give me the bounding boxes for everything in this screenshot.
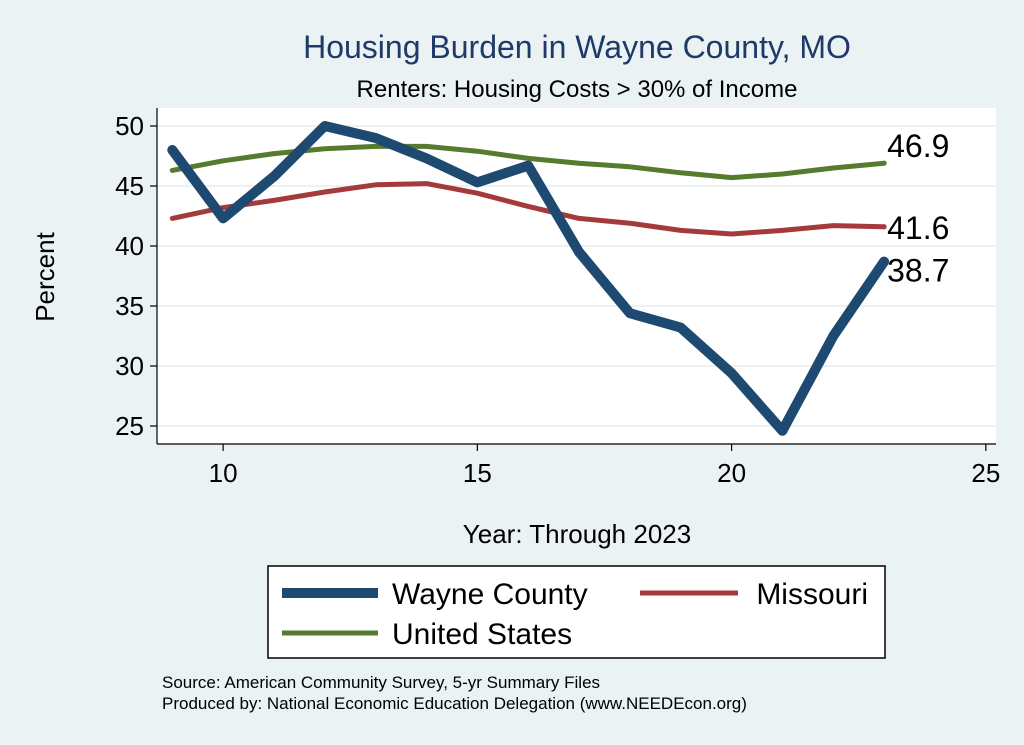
end-label-missouri: 41.6 [887, 210, 949, 246]
y-tick-label: 30 [115, 351, 144, 381]
y-tick-label: 45 [115, 171, 144, 201]
y-tick-label: 40 [115, 231, 144, 261]
legend-label-wayne-county: Wayne County [392, 578, 588, 611]
produced-by-note: Produced by: National Economic Education… [162, 694, 747, 713]
x-tick-label: 25 [971, 458, 1000, 488]
series-line-wayne-county [167, 121, 890, 436]
source-note: Source: American Community Survey, 5-yr … [162, 673, 600, 692]
chart-title: Housing Burden in Wayne County, MO [303, 29, 851, 65]
legend-box [267, 565, 886, 659]
end-marker-missouri [881, 224, 887, 230]
end-marker-wayne-county [881, 259, 887, 265]
y-axis-title: Percent [30, 231, 60, 321]
chart-subtitle: Renters: Housing Costs > 30% of Income [357, 76, 798, 103]
x-tick-label: 20 [717, 458, 746, 488]
legend-label-united-states: United States [392, 618, 572, 651]
y-tick-label: 25 [115, 411, 144, 441]
x-tick-label: 15 [463, 458, 492, 488]
end-labels: 41.6 46.9 38.7 [887, 128, 949, 288]
end-marker-united-states [881, 160, 887, 166]
end-label-wayne-county: 38.7 [887, 253, 949, 289]
y-tick-label: 50 [115, 111, 144, 141]
series-line-united-states [169, 143, 887, 181]
axes: 25 30 35 40 45 50 10 15 20 25 [115, 108, 1000, 488]
legend-label-missouri: Missouri [756, 578, 868, 611]
series-line-missouri [169, 181, 887, 237]
end-label-united-states: 46.9 [887, 128, 949, 164]
y-tick-label: 35 [115, 291, 144, 321]
series-lines [167, 121, 890, 436]
x-tick-label: 10 [209, 458, 238, 488]
legend: Wayne County Missouri United States [267, 565, 886, 659]
x-axis-title: Year: Through 2023 [463, 519, 691, 549]
